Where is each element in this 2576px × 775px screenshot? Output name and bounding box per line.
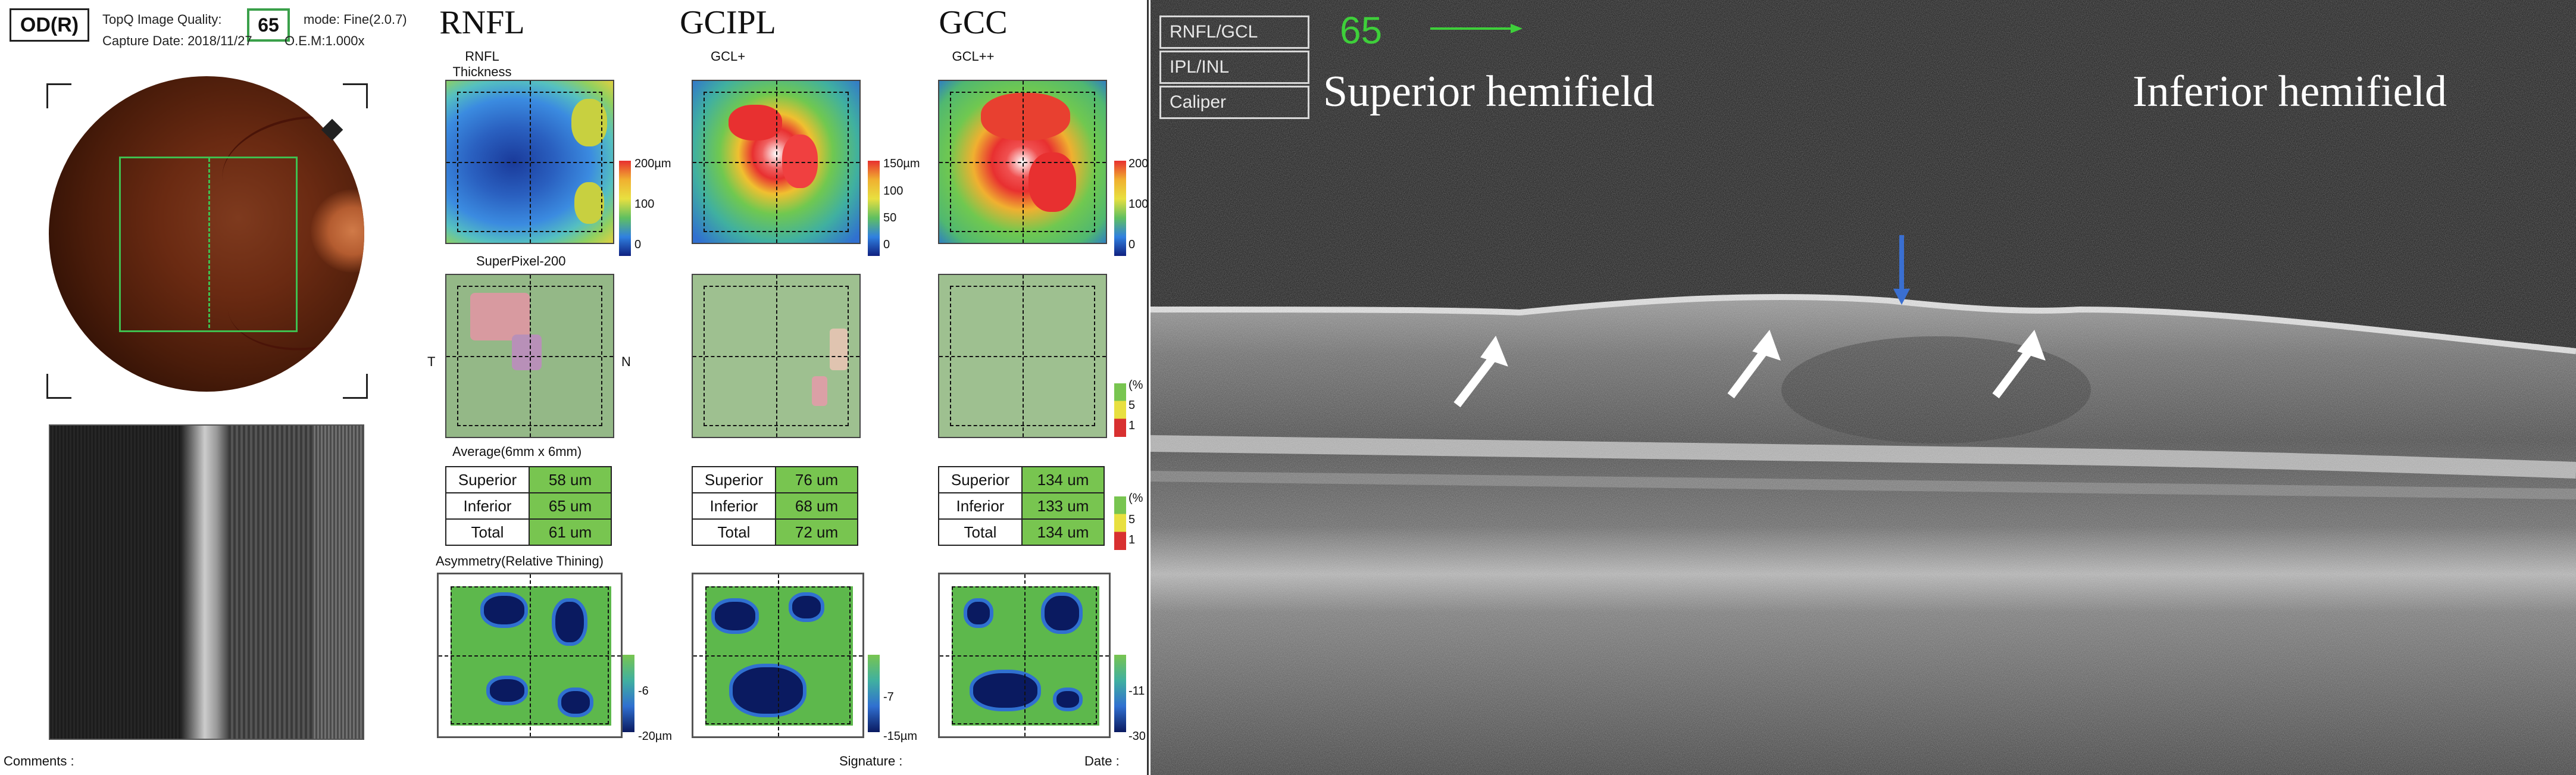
scale-label: 100 [1128, 198, 1149, 211]
capture-date: Capture Date: 2018/11/27 [102, 33, 252, 48]
rnfl-title: RNFL [439, 4, 525, 41]
asymmetry-label: Asymmetry(Relative Thining) [436, 554, 604, 568]
oct-report-panel: OD(R) TopQ Image Quality: 65 mode: Fine(… [0, 0, 1149, 775]
scan-area-box[interactable] [119, 157, 298, 332]
gcc-superpixel-map[interactable] [938, 274, 1107, 438]
bscan-image [1151, 0, 2576, 775]
rnfl-gcl-button[interactable]: RNFL/GCL [1159, 15, 1309, 49]
scale-label: -30 [1128, 730, 1146, 743]
legend-label: 5 [1128, 513, 1136, 526]
rnfl-average-table: Superior 58 um Inferior 65 um Total 61 um [445, 466, 612, 546]
caliper-button[interactable]: Caliper [1159, 86, 1309, 119]
oct-thumbnail[interactable] [49, 424, 364, 740]
table-row: Total 134 um [938, 518, 1105, 546]
scale-label: -11 [1128, 685, 1145, 698]
scale-label: 100 [634, 198, 655, 211]
gcipl-title: GCIPL [680, 4, 776, 41]
gcipl-color-scale [868, 161, 880, 256]
gcc-color-scale [1114, 161, 1126, 256]
mode-label: mode: Fine(2.0.7) [304, 12, 407, 27]
legend-label: 1 [1128, 533, 1136, 546]
average-label: Average(6mm x 6mm) [452, 444, 582, 459]
gcipl-asymmetry-panel[interactable] [692, 573, 864, 738]
signature-label: Signature : [839, 754, 903, 768]
quality-readout: 65 [1340, 9, 1383, 52]
temporal-label: T [427, 354, 436, 369]
gcipl-superpixel-map[interactable] [692, 274, 861, 438]
table-legend [1114, 496, 1126, 550]
scale-label: 0 [1128, 238, 1136, 251]
ipl-inl-button[interactable]: IPL/INL [1159, 51, 1309, 84]
scale-label: 0 [634, 238, 642, 251]
gcc-asymmetry-scale [1114, 655, 1126, 732]
scale-label: 150µm [883, 157, 920, 170]
table-row: Inferior 65 um [445, 492, 612, 520]
scan-line[interactable] [208, 158, 210, 328]
legend-label: 5 [1128, 399, 1136, 412]
table-row: Total 61 um [445, 518, 612, 546]
table-row: Superior 58 um [445, 466, 612, 493]
nasal-label: N [621, 354, 631, 369]
gcipl-asymmetry-scale [868, 655, 880, 732]
scale-label: 0 [883, 238, 890, 251]
scale-label: -6 [638, 685, 649, 698]
oct-bscan-viewer[interactable]: RNFL/GCL IPL/INL Caliper 65 Superior hem… [1151, 0, 2576, 775]
gcipl-subtitle: GCL+ [710, 49, 746, 64]
legend-label: 1 [1128, 419, 1136, 432]
gcc-average-table: Superior 134 um Inferior 133 um Total 134 u… [938, 466, 1105, 546]
eye-badge: OD(R) [10, 8, 89, 42]
scale-label: 200 [1128, 157, 1149, 170]
frame-corner [46, 374, 71, 399]
inferior-hemifield-label: Inferior hemifield [2133, 67, 2447, 116]
comments-label: Comments : [4, 754, 74, 768]
fundus-image [49, 76, 364, 392]
legend-label: (% [1128, 492, 1143, 505]
table-row: Inferior 68 um [692, 492, 858, 520]
rnfl-thickness-map[interactable] [445, 80, 614, 244]
scale-label: 50 [883, 211, 897, 224]
frame-corner [46, 83, 71, 108]
date-label: Date : [1084, 754, 1120, 768]
gcipl-average-table: Superior 76 um Inferior 68 um Total 72 um [692, 466, 858, 546]
rnfl-superpixel-map[interactable] [445, 274, 614, 438]
superior-hemifield-label: Superior hemifield [1323, 67, 1655, 116]
table-row: Superior 134 um [938, 466, 1105, 493]
gcc-asymmetry-panel[interactable] [938, 573, 1111, 738]
rnfl-asymmetry-panel[interactable] [437, 573, 623, 738]
table-row: Superior 76 um [692, 466, 858, 493]
frame-corner [343, 374, 368, 399]
scale-label: -7 [883, 690, 894, 704]
gcc-title: GCC [939, 4, 1008, 41]
gcc-subtitle: GCL++ [952, 49, 995, 64]
table-row: Inferior 133 um [938, 492, 1105, 520]
scale-label: 100 [883, 185, 904, 198]
gcipl-thickness-map[interactable] [692, 80, 861, 244]
superpixel-legend [1114, 383, 1126, 437]
quality-value: 65 [247, 8, 290, 42]
legend-label: (% [1128, 379, 1143, 392]
rnfl-asymmetry-scale [623, 655, 634, 732]
rnfl-color-scale [619, 161, 631, 256]
superpixel-label: SuperPixel-200 [476, 254, 566, 268]
scale-label: -15µm [883, 730, 918, 743]
scale-label: 200µm [634, 157, 671, 170]
quality-label: TopQ Image Quality: [102, 12, 222, 27]
oem-label: O.E.M:1.000x [285, 33, 365, 48]
gcc-thickness-map[interactable] [938, 80, 1107, 244]
rnfl-subtitle: RNFL Thickness [452, 49, 512, 79]
scale-label: -20µm [638, 730, 673, 743]
frame-corner [343, 83, 368, 108]
table-row: Total 72 um [692, 518, 858, 546]
